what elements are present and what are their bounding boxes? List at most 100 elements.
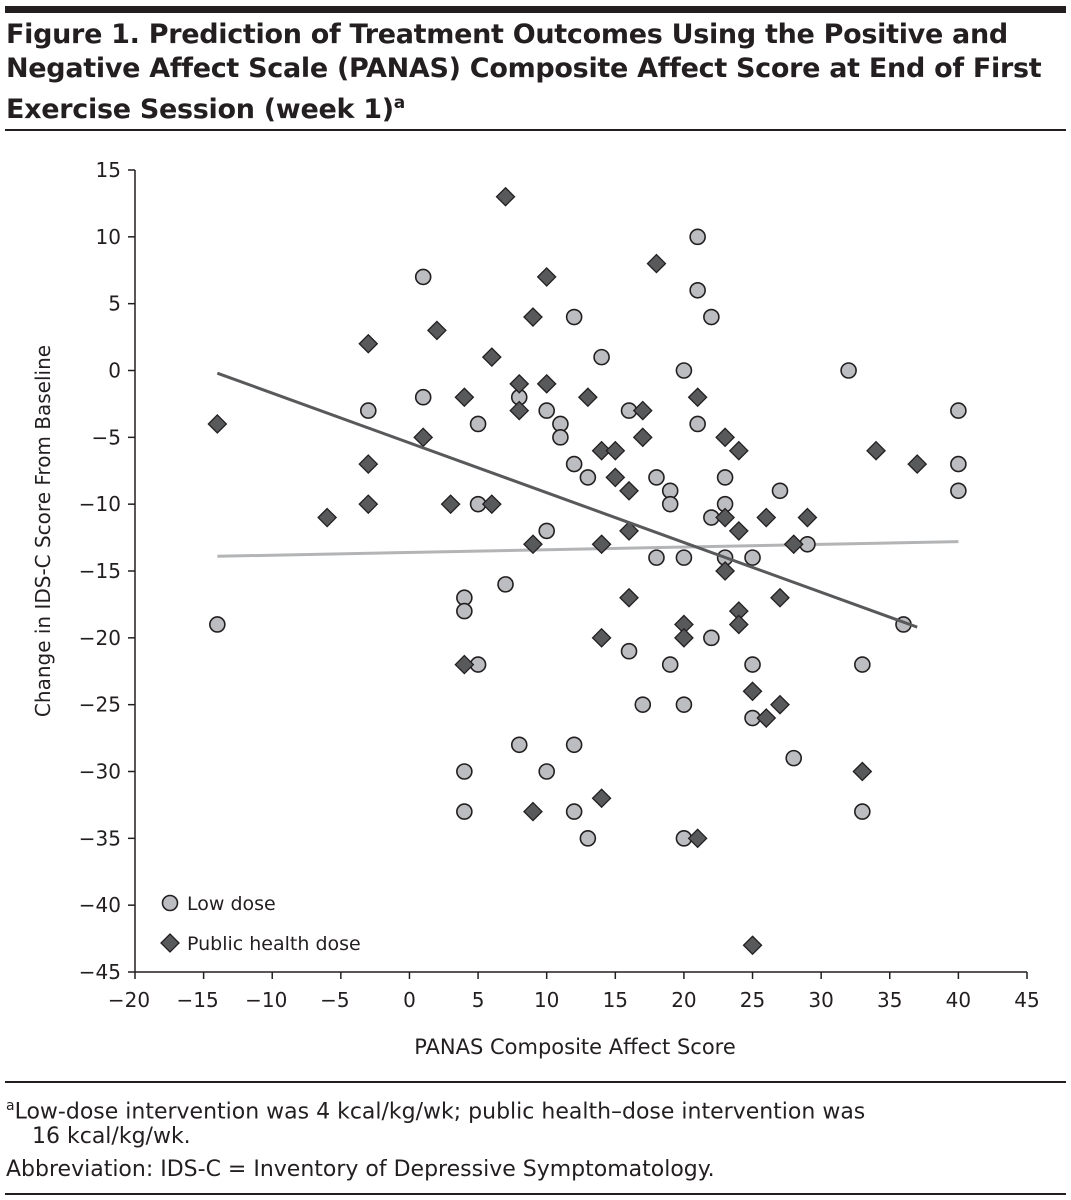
low-dose-point [689,228,706,246]
public-health-dose-point [536,267,557,287]
title-rule [5,129,1066,131]
low-dose-point [469,415,487,433]
x-axis-label: PANAS Composite Affect Score [414,1035,736,1059]
public-health-dose-point [770,587,790,608]
x-tick-label: 25 [740,988,765,1012]
y-tick-label: −15 [79,559,121,583]
public-health-dose-point [523,307,543,327]
x-tick-label: −10 [245,988,287,1012]
public-health-dose-point [756,507,777,528]
scatter-chart: 15 10 5 0 −5 −10 −15 −20 −25 −30 −35 −40 −45 −20 −15 −1… [31,158,1040,1059]
footnote-rule [5,1081,1066,1083]
footnote-marker: a [6,1098,15,1114]
public-health-dose-point [783,534,804,555]
public-health-dose-point [646,253,667,274]
public-health-dose-point [591,788,612,809]
y-tick-label: −10 [79,492,121,516]
public-health-dose-point [426,320,447,341]
low-dose-point [510,736,528,754]
public-health-dose-point [591,440,612,461]
y-tick-label: −35 [79,826,121,850]
x-tick-label: 45 [1014,988,1039,1012]
public-health-dose-point [605,467,626,488]
low-dose-point [497,576,514,593]
figure-title-text: Figure 1. Prediction of Treatment Outcom… [6,19,1042,125]
public-health-dose-point [742,935,763,956]
low-dose-point [661,656,679,673]
public-health-dose-point [728,614,749,635]
public-health-dose-point [358,454,379,474]
low-dose-point [675,549,693,566]
low-dose-point [661,495,679,513]
low-dose-point [565,736,583,754]
low-dose-point [565,308,583,326]
y-axis-label: Change in IDS-C Score From Baseline [31,345,55,717]
public-health-dose-point [797,507,818,528]
low-dose-point [950,482,967,500]
y-tick-label: −45 [79,960,121,984]
public-health-dose-point [536,373,557,394]
low-dose-point [634,696,652,713]
legend-circle-icon [161,894,179,912]
low-dose-point [703,629,720,647]
low-dose-point [565,455,583,473]
public-health-dose-point [509,373,530,394]
y-tick-label: 5 [108,292,121,316]
public-health-dose-point [577,387,598,408]
low-dose-point [359,402,377,419]
low-dose-fit-line [217,540,959,558]
public-health-dose-point [770,694,790,715]
x-tick-label: 20 [671,988,696,1012]
public-health-dose-point [495,186,516,207]
x-tick-label: 5 [472,988,485,1012]
title-footnote-marker: a [393,93,405,113]
public-health-dose-point [907,454,928,474]
x-tick-label: 35 [877,988,902,1012]
y-tick-label: −30 [79,760,121,784]
low-dose-point [648,469,665,486]
y-tick-label: −20 [79,626,121,650]
public-health-dose-point [440,494,461,515]
low-dose-point [414,268,432,286]
x-tick-label: 0 [403,988,416,1012]
public-health-dose-point [454,654,475,675]
public-health-dose-point [619,587,639,608]
low-dose-point [456,602,473,620]
public-health-dose-point [687,828,708,849]
public-health-dose-point [413,427,434,448]
public-health-dose-point [358,333,379,354]
public-health-dose-point [523,801,543,822]
public-health-dose-point [715,427,736,448]
legend-label: Public health dose [187,933,361,955]
low-dose-point [593,348,610,366]
low-dose-point [950,455,967,473]
public-health-dose-point [509,400,530,421]
low-dose-point [648,549,665,566]
public-health-dose-point [207,414,228,434]
y-tick-label: 15 [96,158,121,182]
x-tick-label: −20 [108,988,150,1012]
low-dose-point [703,308,720,326]
public-health-dose-point [317,507,338,528]
low-dose-point [675,696,693,713]
public-health-dose-point [715,561,736,581]
low-dose-point [565,803,583,820]
public-health-dose-point [756,708,777,728]
low-dose-point [538,522,555,540]
public-health-dose-point [358,494,379,515]
low-dose-point [744,656,761,673]
low-dose-point [579,469,597,486]
public-health-dose-point [728,520,749,541]
figure-title: Figure 1. Prediction of Treatment Outcom… [6,18,1056,127]
y-tick-label: −5 [92,425,121,449]
legend-diamond-icon [160,933,180,953]
low-dose-point [950,402,967,419]
x-tick-label: 10 [534,988,559,1012]
low-dose-point [579,830,597,847]
public-health-dose-point [632,400,653,421]
public-health-dose-point [454,387,475,408]
public-health-dose-fit-line [216,371,918,629]
public-health-dose-point [632,427,653,448]
low-dose-point [414,388,432,406]
